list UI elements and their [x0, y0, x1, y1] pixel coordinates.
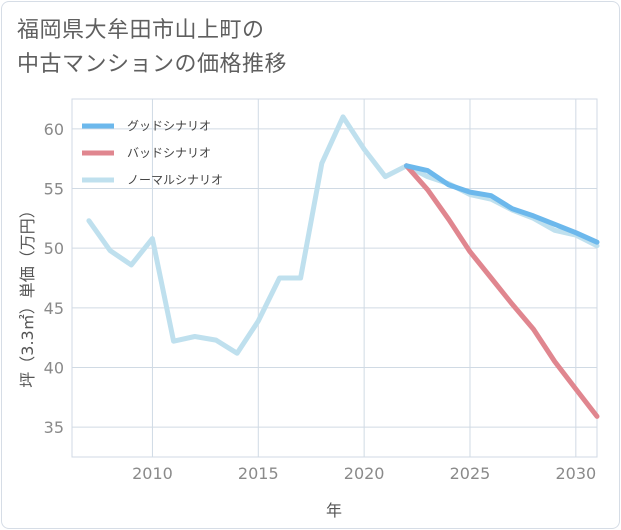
chart-title: 福岡県大牟田市山上町の 中古マンションの価格推移: [17, 14, 287, 82]
x-axis-label: 年: [326, 501, 342, 520]
x-tick-label: 2010: [132, 464, 173, 483]
series-line-1: [404, 163, 600, 419]
y-tick-label: 45: [44, 299, 64, 318]
y-tick-label: 55: [44, 180, 64, 199]
x-tick-label: 2015: [238, 464, 279, 483]
y-tick-label: 40: [44, 359, 64, 378]
y-tick-label: 60: [44, 120, 64, 139]
legend-label-1: バッドシナリオ: [127, 146, 211, 160]
grid: [71, 98, 598, 458]
x-tick-label: 2030: [555, 464, 596, 483]
y-axis-label: 坪（3.3㎡）単価（万円）: [18, 202, 37, 387]
chart-title-line-2: 中古マンションの価格推移: [17, 52, 288, 77]
legend-label-0: グッドシナリオ: [127, 119, 211, 133]
series-layer: [86, 114, 600, 419]
plot-area-border: [71, 98, 598, 458]
x-tick-label: 2020: [344, 464, 385, 483]
series-line-0: [404, 163, 600, 245]
x-tick-label: 2025: [450, 464, 491, 483]
chart-title-line-1: 福岡県大牟田市山上町の: [17, 18, 265, 43]
tick-labels: 2010 2015 2020 2025 2030 35 40 45 50 55 60: [44, 120, 597, 483]
y-tick-label: 35: [44, 418, 64, 437]
y-tick-label: 50: [44, 239, 64, 258]
legend-label-2: ノーマルシナリオ: [127, 173, 223, 187]
